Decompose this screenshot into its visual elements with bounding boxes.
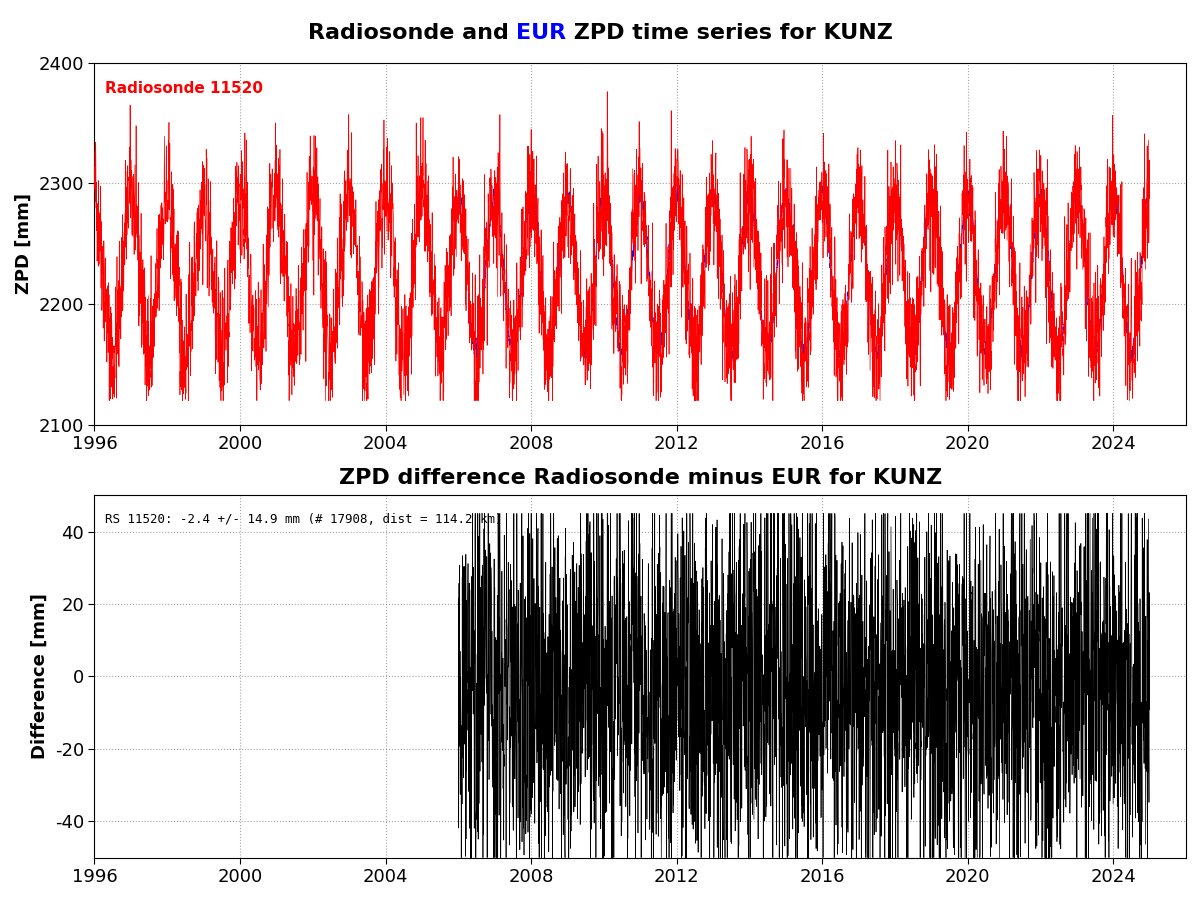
Text: Radiosonde 11520: Radiosonde 11520 [106,81,263,96]
Y-axis label: ZPD [mm]: ZPD [mm] [14,193,32,294]
Text: RS 11520: -2.4 +/- 14.9 mm (# 17908, dist = 114.2 km): RS 11520: -2.4 +/- 14.9 mm (# 17908, dis… [106,514,503,526]
Text: EUR: EUR [516,23,567,43]
Text: Radiosonde and: Radiosonde and [307,23,516,43]
Text: ZPD time series for KUNZ: ZPD time series for KUNZ [567,23,894,43]
Y-axis label: Difference [mm]: Difference [mm] [31,594,49,760]
Title: ZPD difference Radiosonde minus EUR for KUNZ: ZPD difference Radiosonde minus EUR for … [339,469,942,488]
